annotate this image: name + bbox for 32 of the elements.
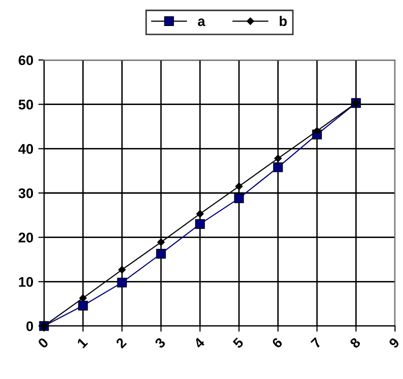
x-tick-label: 5 <box>232 337 244 349</box>
y-tick-label: 60 <box>18 55 34 66</box>
point <box>195 219 205 229</box>
point <box>274 154 282 162</box>
x-tick-label: 9 <box>388 337 400 349</box>
y-tick-label: 30 <box>18 188 34 198</box>
point <box>234 193 244 204</box>
legend-label: b <box>280 16 287 26</box>
x-tick-label: 3 <box>154 337 166 349</box>
point <box>117 278 127 288</box>
legend-label: a <box>198 18 206 26</box>
x-tick-label: 8 <box>349 336 362 349</box>
point <box>156 248 166 259</box>
x-tick-label: 4 <box>193 336 206 349</box>
x-tick-label: 0 <box>37 337 49 349</box>
point <box>196 210 204 218</box>
x-tick-label: 6 <box>271 337 284 349</box>
point <box>273 162 283 172</box>
point <box>313 127 321 135</box>
x-tick-label: 1 <box>76 337 88 348</box>
x-tick-label: 2 <box>115 337 127 349</box>
point <box>79 294 87 302</box>
x-tick-label: 7 <box>310 337 322 349</box>
y-tick-label: 50 <box>18 100 34 110</box>
y-tick-label: 10 <box>19 277 34 287</box>
point <box>157 238 165 246</box>
y-tick-label: 40 <box>18 144 34 154</box>
point <box>118 266 126 274</box>
y-tick-label: 20 <box>18 232 34 243</box>
y-tick-label: 0 <box>26 321 34 332</box>
point <box>235 182 243 190</box>
point <box>78 300 88 310</box>
